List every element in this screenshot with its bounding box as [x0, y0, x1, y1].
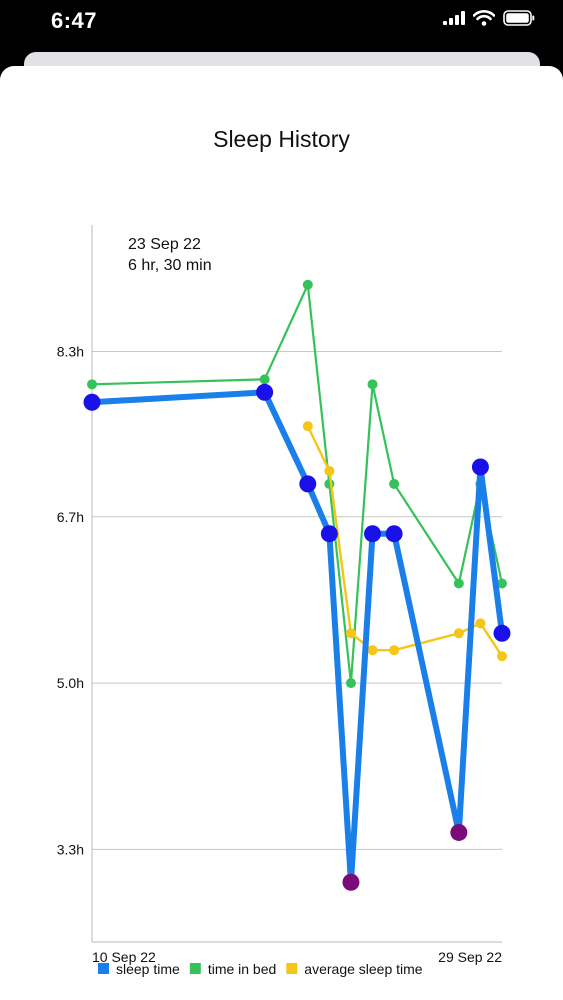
data-point [83, 393, 101, 411]
series-line [89, 389, 505, 886]
grid-lines: 3.3h 5.0h 6.7h 8.3h 10 Sep 22 29 Sep 22 [57, 225, 502, 965]
battery-icon [503, 10, 535, 26]
series-line [90, 283, 504, 685]
tooltip-date: 23 Sep 22 [128, 236, 201, 253]
tooltip: 23 Sep 22 6 hr, 30 min [128, 236, 212, 274]
data-point [302, 421, 313, 432]
legend-item: sleep time [98, 961, 180, 977]
y-tick-label: 5.0h [57, 675, 84, 691]
status-time: 6:47 [51, 8, 98, 33]
data-point [302, 279, 313, 290]
legend-swatch [98, 963, 109, 974]
status-bar: 6:47 [0, 0, 563, 50]
data-point [471, 458, 489, 476]
data-point [453, 628, 464, 639]
x-tick-label: 29 Sep 22 [438, 949, 502, 965]
data-point [367, 645, 378, 656]
tooltip-value: 6 hr, 30 min [128, 257, 212, 274]
legend-label: time in bed [208, 961, 276, 977]
data-point [320, 525, 338, 543]
data-point [256, 383, 274, 401]
y-tick-label: 6.7h [57, 509, 84, 525]
y-tick-label: 3.3h [57, 841, 84, 857]
legend-item: average sleep time [286, 961, 423, 977]
data-point [299, 475, 317, 493]
legend-item: time in bed [189, 961, 276, 977]
data-point [493, 624, 511, 642]
legend-swatch [286, 963, 298, 974]
data-point [324, 465, 335, 476]
data-point [385, 525, 403, 543]
data-point [450, 823, 468, 841]
data-point [389, 645, 400, 656]
data-point [345, 678, 356, 689]
series-time-in-bed [87, 279, 507, 689]
data-point [453, 578, 464, 589]
data-point [324, 478, 335, 489]
data-point [497, 578, 507, 589]
page-title: Sleep History [213, 126, 350, 152]
series-average-sleep-time [302, 421, 507, 662]
data-point [389, 478, 400, 489]
y-tick-label: 8.3h [57, 343, 84, 359]
legend: sleep time time in bed average sleep time [98, 961, 423, 977]
data-point [345, 628, 356, 639]
legend-swatch [189, 963, 201, 974]
data-point [367, 379, 378, 390]
data-point [475, 618, 486, 629]
x-tick-label: 10 Sep 22 [92, 949, 156, 965]
legend-label: sleep time [116, 961, 180, 977]
legend-label: average sleep time [304, 961, 423, 977]
data-point [87, 379, 97, 390]
series-sleep-time [83, 383, 511, 891]
data-point [364, 525, 382, 543]
data-point [259, 374, 270, 385]
wifi-icon [473, 10, 495, 26]
status-icons [443, 10, 535, 26]
data-point [342, 873, 360, 891]
data-point [497, 651, 507, 662]
cellular-signal-icon [443, 11, 465, 25]
